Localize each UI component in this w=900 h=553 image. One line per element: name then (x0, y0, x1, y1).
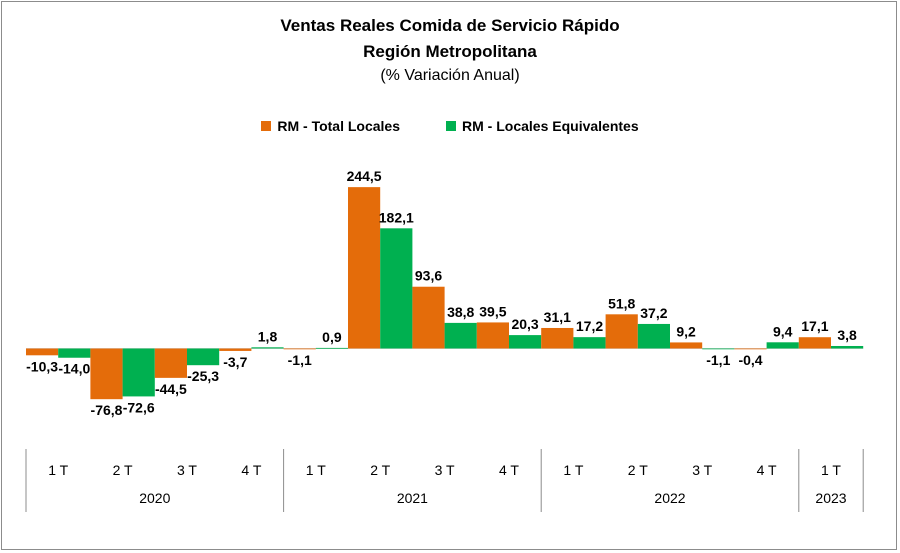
x-tick-label-2: 3 T (177, 462, 197, 478)
x-year-label-3: 2023 (815, 490, 846, 506)
bar-equivalentes-10 (702, 348, 735, 350)
bar-total-2 (154, 348, 187, 378)
bar-total-0 (26, 348, 59, 356)
x-tick-label-5: 2 T (370, 462, 390, 478)
bar-equivalentes-6 (444, 322, 477, 349)
bar-equivalentes-3 (251, 347, 284, 349)
data-label-total-5: 244,5 (347, 168, 382, 184)
data-label-equivalentes-4: 0,9 (322, 329, 342, 345)
x-tick-label-6: 3 T (435, 462, 455, 478)
bar-total-8 (541, 327, 574, 349)
data-label-equivalentes-9: 37,2 (640, 305, 667, 321)
x-tick-label-7: 4 T (499, 462, 519, 478)
bar-total-12 (798, 337, 831, 349)
data-label-total-12: 17,1 (801, 318, 828, 334)
x-tick-label-10: 3 T (692, 462, 712, 478)
bar-equivalentes-4 (315, 347, 348, 349)
bar-equivalentes-9 (637, 323, 670, 349)
data-label-total-0: -10,3 (26, 358, 58, 374)
data-label-total-1: -76,8 (91, 402, 123, 418)
data-label-equivalentes-6: 38,8 (447, 304, 474, 320)
bar-total-10 (670, 342, 703, 349)
x-tick-label-3: 4 T (241, 462, 261, 478)
data-label-total-11: -0,4 (738, 352, 762, 368)
data-label-equivalentes-12: 3,8 (837, 327, 857, 343)
data-label-total-4: -1,1 (288, 352, 312, 368)
data-label-equivalentes-1: -72,6 (123, 399, 155, 415)
x-tick-label-9: 2 T (628, 462, 648, 478)
bar-total-5 (348, 187, 381, 349)
legend-swatch-total (261, 121, 272, 131)
x-year-label-2: 2022 (654, 490, 685, 506)
x-year-label-1: 2021 (397, 490, 428, 506)
chart-title: Ventas Reales Comida de Servicio Rápido (280, 16, 620, 35)
legend-item-equivalentes: RM - Locales Equivalentes (446, 118, 639, 134)
legend: RM - Total Locales RM - Locales Equivale… (0, 118, 900, 134)
bar-total-6 (412, 286, 445, 349)
data-label-total-3: -3,7 (223, 354, 247, 370)
data-label-equivalentes-10: -1,1 (706, 352, 730, 368)
data-label-equivalentes-7: 20,3 (511, 316, 538, 332)
bar-total-11 (734, 348, 767, 350)
bar-equivalentes-7 (509, 335, 542, 349)
x-tick-label-11: 4 T (757, 462, 777, 478)
x-tick-label-8: 1 T (563, 462, 583, 478)
bar-equivalentes-8 (573, 337, 606, 349)
legend-label-equivalentes: RM - Locales Equivalentes (462, 118, 639, 134)
legend-item-total: RM - Total Locales (261, 118, 400, 134)
x-year-label-0: 2020 (139, 490, 170, 506)
bar-total-3 (219, 348, 252, 351)
bar-total-4 (283, 348, 316, 350)
data-label-equivalentes-11: 9,4 (773, 323, 793, 339)
data-label-equivalentes-3: 1,8 (258, 328, 278, 344)
bar-equivalentes-0 (58, 348, 91, 358)
x-tick-label-0: 1 T (48, 462, 68, 478)
chart-subtitle: Región Metropolitana (363, 42, 537, 61)
bar-total-9 (605, 314, 638, 349)
data-label-equivalentes-2: -25,3 (187, 368, 219, 384)
chart-subtitle-units: (% Variación Anual) (380, 67, 520, 84)
data-label-total-6: 93,6 (415, 268, 442, 284)
data-label-total-7: 39,5 (479, 303, 506, 319)
x-tick-label-4: 1 T (306, 462, 326, 478)
bar-equivalentes-5 (380, 228, 413, 349)
x-tick-label-1: 2 T (113, 462, 133, 478)
data-label-total-2: -44,5 (155, 381, 187, 397)
bar-equivalentes-1 (122, 348, 155, 397)
bar-equivalentes-12 (831, 345, 864, 349)
legend-label-total: RM - Total Locales (277, 118, 401, 134)
data-label-equivalentes-5: 182,1 (379, 209, 414, 225)
legend-swatch-equivalentes (446, 121, 457, 131)
bar-equivalentes-2 (187, 348, 220, 366)
data-label-total-10: 9,2 (676, 323, 696, 339)
data-label-equivalentes-0: -14,0 (58, 361, 90, 377)
bar-equivalentes-11 (766, 342, 799, 349)
data-label-total-9: 51,8 (608, 295, 635, 311)
bar-total-7 (476, 322, 509, 349)
data-label-equivalentes-8: 17,2 (576, 318, 603, 334)
x-tick-label-12: 1 T (821, 462, 841, 478)
bar-total-1 (90, 348, 123, 400)
data-label-total-8: 31,1 (544, 309, 571, 325)
